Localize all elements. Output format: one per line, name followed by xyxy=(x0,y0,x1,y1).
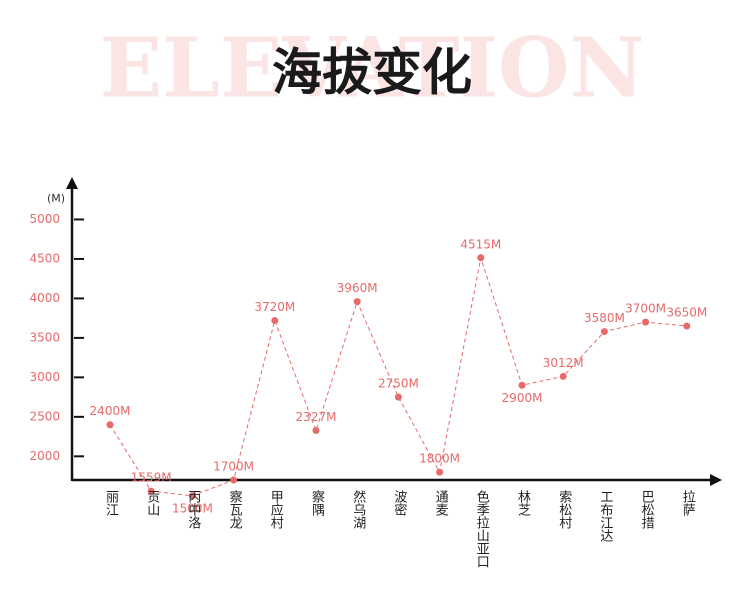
data-label: 4515M xyxy=(460,237,501,251)
x-tick-label: 索松村 xyxy=(556,490,572,529)
data-label: 3650M xyxy=(666,306,707,320)
data-label: 3960M xyxy=(337,281,378,295)
x-tick-label: 察瓦龙 xyxy=(226,490,242,529)
data-label: 1800M xyxy=(419,452,460,466)
point xyxy=(188,492,196,500)
data-label: 3012M xyxy=(543,356,584,370)
y-tick-label: 2500 xyxy=(29,409,60,423)
point xyxy=(230,476,238,484)
data-label: 3580M xyxy=(584,311,625,325)
point xyxy=(271,317,279,325)
x-tick-label: 然乌湖 xyxy=(350,490,366,529)
x-tick-label: 丙中洛 xyxy=(185,490,201,529)
point xyxy=(106,421,114,429)
x-tick-label: 通麦 xyxy=(432,490,448,516)
point xyxy=(683,322,691,330)
background-text: ELEVATION xyxy=(100,20,645,116)
x-axis-arrow xyxy=(710,474,722,486)
x-tick-label: 贡山 xyxy=(144,490,160,516)
data-label: 3700M xyxy=(625,302,666,316)
data-label: 3720M xyxy=(254,300,295,314)
point xyxy=(312,427,320,434)
y-tick-label: 4000 xyxy=(29,291,60,305)
point xyxy=(477,254,485,262)
data-label: 2750M xyxy=(378,377,419,391)
x-tick-label: 察隅 xyxy=(309,490,324,516)
x-tick-label: 工布江达 xyxy=(597,490,613,542)
x-tick-label: 甲应村 xyxy=(267,490,283,529)
line xyxy=(109,257,687,497)
data-label: 2900M xyxy=(502,391,543,405)
x-tick-label: 丽江 xyxy=(103,490,118,516)
point xyxy=(353,298,361,306)
x-tick-label: 拉萨 xyxy=(679,490,695,516)
x-tick-label: 林芝 xyxy=(515,490,530,516)
point xyxy=(600,328,608,336)
y-axis-label: (M) xyxy=(47,192,65,205)
x-tick-label: 波密 xyxy=(391,490,407,516)
y-tick-label: 4500 xyxy=(29,251,60,265)
y-tick-label: 5000 xyxy=(29,212,60,226)
point xyxy=(147,487,155,495)
x-tick-label: 色季拉山亚口 xyxy=(473,490,489,568)
y-tick-label: 3000 xyxy=(29,370,60,384)
y-axis-arrow xyxy=(66,177,78,189)
point xyxy=(518,381,526,389)
point xyxy=(642,318,650,326)
data-label: 2400M xyxy=(90,404,131,418)
chart-title: 海拔变化 xyxy=(272,44,472,102)
x-tick-label: 巴松措 xyxy=(638,490,654,529)
point xyxy=(394,393,402,401)
data-label: 1559M xyxy=(131,471,172,485)
y-tick-label: 2000 xyxy=(29,449,60,463)
point xyxy=(559,372,567,380)
data-label: 2327M xyxy=(296,410,337,424)
y-tick-label: 3500 xyxy=(29,330,60,344)
point xyxy=(436,468,444,476)
data-label: 1500M xyxy=(172,501,213,515)
data-label: 1700M xyxy=(213,460,254,474)
